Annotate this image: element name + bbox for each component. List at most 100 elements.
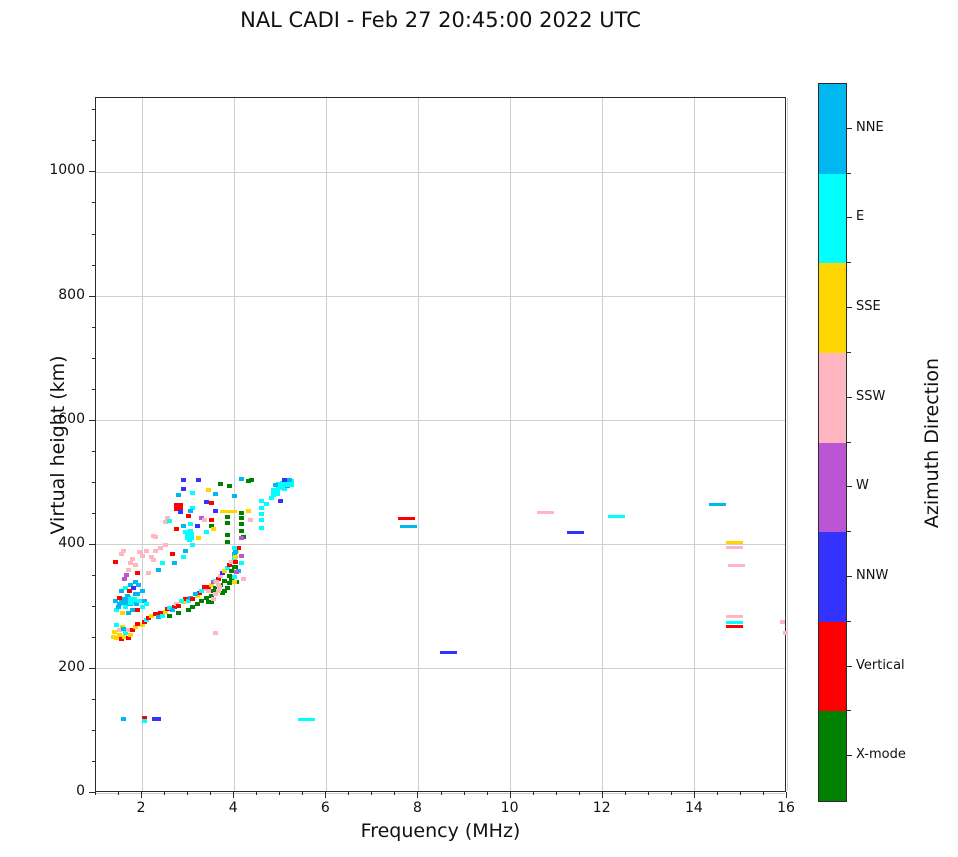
data-point xyxy=(231,545,237,550)
x-minor-tick xyxy=(624,792,626,795)
x-minor-tick xyxy=(716,792,718,795)
data-point xyxy=(122,634,128,639)
data-point xyxy=(227,573,233,578)
data-point xyxy=(224,586,230,591)
data-point xyxy=(566,531,584,535)
data-point xyxy=(162,519,168,524)
colorbar-midpoint-tick xyxy=(847,665,852,667)
data-point xyxy=(201,517,207,522)
y-minor-tick xyxy=(92,326,95,328)
x-minor-tick xyxy=(118,792,120,795)
data-point xyxy=(155,614,161,619)
data-point xyxy=(215,576,221,581)
data-point xyxy=(157,611,163,616)
data-point xyxy=(783,630,789,635)
data-point xyxy=(114,607,120,612)
data-point xyxy=(185,513,191,518)
data-point xyxy=(238,522,244,527)
data-point xyxy=(284,478,294,487)
data-point xyxy=(779,619,785,624)
data-point xyxy=(231,580,237,585)
data-point xyxy=(174,526,180,531)
x-minor-tick xyxy=(463,792,465,795)
data-point xyxy=(204,595,210,600)
y-tick-label: 1000 xyxy=(49,162,85,179)
y-gridline xyxy=(96,668,785,670)
data-point xyxy=(130,607,136,612)
data-point xyxy=(199,589,205,594)
colorbar-segment-label: W xyxy=(856,478,869,494)
data-point xyxy=(194,524,200,529)
data-point xyxy=(398,516,416,520)
y-minor-tick xyxy=(92,450,95,452)
colorbar-axis-label: Azimuth Direction xyxy=(921,357,943,529)
y-axis-label: Virtual height (km) xyxy=(47,355,69,535)
y-major-tick xyxy=(89,419,95,421)
y-minor-tick xyxy=(92,636,95,638)
data-point xyxy=(213,630,219,635)
data-point xyxy=(141,715,147,720)
data-point xyxy=(220,591,226,596)
data-point xyxy=(245,508,251,513)
y-tick-label: 600 xyxy=(58,410,85,427)
data-point xyxy=(176,603,182,608)
colorbar-segment xyxy=(819,621,846,712)
data-point xyxy=(141,719,147,724)
data-point xyxy=(210,597,216,602)
data-point xyxy=(134,622,140,627)
data-point xyxy=(298,717,316,721)
x-major-tick xyxy=(601,792,603,798)
y-tick-label: 400 xyxy=(58,534,85,551)
data-point xyxy=(111,634,116,639)
data-point xyxy=(725,541,743,545)
x-major-tick xyxy=(325,792,327,798)
data-point xyxy=(119,611,125,616)
data-point xyxy=(157,545,163,550)
x-major-tick xyxy=(786,792,787,798)
y-tick-label: 800 xyxy=(58,286,85,303)
y-major-tick xyxy=(89,295,95,297)
data-point xyxy=(148,614,154,619)
data-point xyxy=(208,599,214,604)
data-point xyxy=(608,515,626,519)
data-point xyxy=(139,623,145,628)
data-point xyxy=(208,593,214,598)
y-tick-label: 0 xyxy=(76,783,85,799)
x-tick-label: 4 xyxy=(228,800,238,816)
data-point xyxy=(208,583,214,588)
data-point xyxy=(123,630,129,635)
y-minor-tick xyxy=(92,698,95,700)
data-point xyxy=(190,604,196,609)
data-point xyxy=(115,604,121,609)
data-point xyxy=(116,595,122,600)
colorbar-segment-label: SSE xyxy=(856,299,881,315)
data-point xyxy=(125,611,131,616)
y-major-tick xyxy=(89,792,95,793)
data-point xyxy=(213,508,219,513)
data-point xyxy=(259,511,265,516)
x-tick-label: 6 xyxy=(320,800,330,816)
y-minor-tick xyxy=(92,202,95,204)
data-point xyxy=(238,535,244,540)
colorbar-segment-label: NNE xyxy=(856,119,884,135)
data-point xyxy=(268,496,274,501)
x-tick-label: 2 xyxy=(136,800,146,816)
x-minor-tick xyxy=(279,792,281,795)
data-point xyxy=(185,532,194,541)
data-point xyxy=(232,550,238,555)
data-point xyxy=(153,535,159,540)
data-point xyxy=(135,583,141,588)
chart-title: NAL CADI - Feb 27 20:45:00 2022 UTC xyxy=(240,8,641,32)
colorbar-segment-label: E xyxy=(856,209,865,225)
y-minor-tick xyxy=(92,481,95,483)
y-minor-tick xyxy=(92,140,95,142)
data-point xyxy=(139,604,145,609)
colorbar-midpoint-tick xyxy=(847,307,852,309)
data-point xyxy=(536,511,554,515)
x-minor-tick xyxy=(647,792,649,795)
data-point xyxy=(111,629,117,634)
data-point xyxy=(248,517,254,522)
data-point xyxy=(224,566,230,571)
y-minor-tick xyxy=(92,109,95,111)
